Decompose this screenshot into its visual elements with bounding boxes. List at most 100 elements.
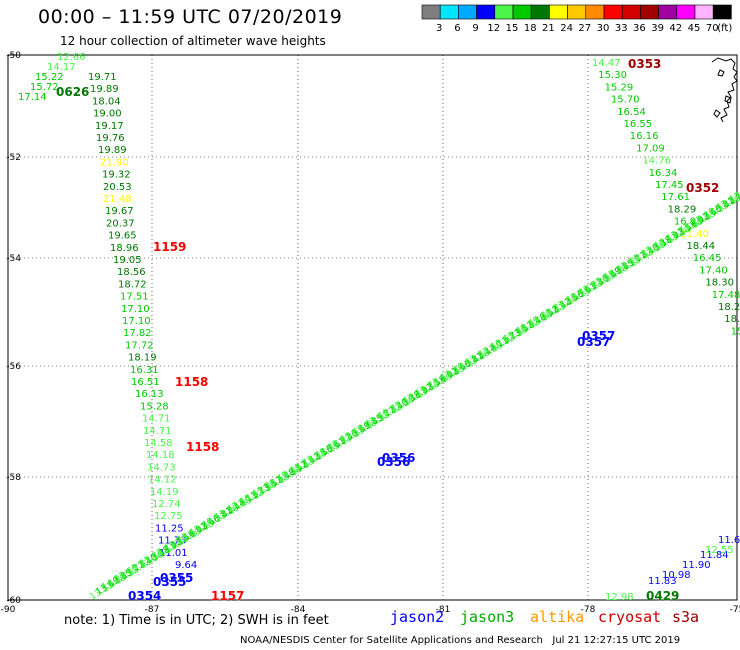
legend-tick-label: 70 bbox=[706, 23, 719, 34]
swh-value: 12.98 bbox=[605, 592, 634, 603]
time-label: 1158 bbox=[175, 375, 208, 389]
swh-value: 14.73 bbox=[147, 462, 176, 473]
time-label: 0357 bbox=[577, 335, 610, 349]
swh-value: 16.54 bbox=[617, 107, 646, 118]
legend-tick-label: 45 bbox=[688, 23, 701, 34]
swh-value: 11.25 bbox=[155, 523, 184, 534]
coastline bbox=[711, 57, 738, 123]
swh-value: 18.19 bbox=[128, 353, 157, 364]
swh-value: 14.19 bbox=[150, 487, 179, 498]
swh-value: 16.51 bbox=[131, 377, 160, 388]
legend-tick-label: 27 bbox=[578, 23, 591, 34]
swh-value: 14.47 bbox=[592, 58, 621, 69]
swh-value: 21.48 bbox=[103, 194, 132, 205]
lon-label: -75 bbox=[730, 605, 740, 615]
swh-value: 16.55 bbox=[624, 119, 653, 130]
swh-value: 17.48 bbox=[712, 290, 740, 301]
swh-value: 9.64 bbox=[175, 560, 197, 571]
legend-tick-label: 15 bbox=[506, 23, 519, 34]
swh-value: 12.75 bbox=[154, 511, 183, 522]
time-label: 0355 bbox=[153, 575, 186, 589]
swh-value: 15.22 bbox=[35, 72, 64, 83]
swh-value: 19.65 bbox=[108, 231, 137, 242]
swh-value: 20.37 bbox=[106, 218, 135, 229]
swh-value: 11.84 bbox=[700, 550, 729, 561]
time-label: 0356 bbox=[377, 455, 410, 469]
swh-value: 17.45 bbox=[655, 180, 684, 191]
swh-value: 15.30 bbox=[598, 70, 627, 81]
swh-value: 16.16 bbox=[630, 131, 659, 142]
swh-value: 19.00 bbox=[93, 109, 122, 120]
swh-value: 12.55 bbox=[705, 545, 734, 556]
time-label: 0429 bbox=[646, 589, 679, 603]
swh-value: 17.10 bbox=[122, 316, 151, 327]
legend-tick-label: 30 bbox=[597, 23, 610, 34]
swh-value: 14.58 bbox=[144, 438, 173, 449]
lat-label: -58 bbox=[6, 473, 21, 483]
swh-value: 20.53 bbox=[103, 182, 132, 193]
legend-tick-label: 3 bbox=[436, 23, 442, 34]
footer-note: note: 1) Time is in UTC; 2) SWH is in fe… bbox=[64, 613, 329, 628]
lon-label: -78 bbox=[581, 605, 596, 615]
time-label: 1158 bbox=[186, 440, 219, 454]
swh-value: 18.67 bbox=[724, 314, 740, 325]
swh-value: 15.29 bbox=[605, 82, 634, 93]
legend-tick-label: 42 bbox=[669, 23, 682, 34]
swh-value: 19.67 bbox=[105, 206, 134, 217]
swh-value: 17.51 bbox=[120, 292, 149, 303]
swh-value: 17.61 bbox=[661, 192, 690, 203]
swh-value: 17.72 bbox=[125, 340, 154, 351]
swh-value: 11.90 bbox=[682, 560, 711, 571]
lon-label: -90 bbox=[1, 605, 16, 615]
time-label: 0357 bbox=[582, 329, 615, 343]
swh-value: 18.30 bbox=[705, 278, 734, 289]
legend-unit: (ft) bbox=[717, 23, 732, 34]
legend-tick-label: 9 bbox=[472, 23, 478, 34]
swh-value: 17.40 bbox=[699, 265, 728, 276]
map-frame bbox=[7, 54, 738, 601]
swh-value: 16.45 bbox=[693, 253, 722, 264]
legend-swatch bbox=[712, 4, 732, 20]
swh-value: 18.72 bbox=[118, 279, 147, 290]
swh-value: 19.89 bbox=[90, 84, 119, 95]
legend-tick-label: 6 bbox=[454, 23, 460, 34]
swh-value: 12.66 bbox=[57, 52, 86, 63]
legend-tick-label: 24 bbox=[560, 23, 573, 34]
swh-value: 18.44 bbox=[687, 241, 716, 252]
satellite-label-cryosat: cryosat bbox=[598, 608, 662, 626]
swh-value: 17.82 bbox=[123, 328, 152, 339]
swh-value: 17.09 bbox=[636, 143, 665, 154]
legend-tick-label: 33 bbox=[615, 23, 628, 34]
swh-value: 19.05 bbox=[113, 255, 142, 266]
lon-label: -81 bbox=[436, 605, 451, 615]
swh-value: 11.01 bbox=[159, 548, 188, 559]
swh-value: 15.72 bbox=[30, 82, 59, 93]
swh-value: 16.93 bbox=[674, 217, 703, 228]
swh-value: 14.18 bbox=[146, 450, 175, 461]
swh-value: 21.40 bbox=[680, 229, 709, 240]
swh-value: 16.13 bbox=[135, 389, 164, 400]
satellite-label-altika: altika bbox=[530, 608, 585, 626]
legend-tick-label: 21 bbox=[542, 23, 555, 34]
time-label: 0353 bbox=[628, 57, 661, 71]
color-legend: 3 6 9 12 15 18 21 24 27 30 33 36 39 42 45 70(ft) bbox=[421, 4, 732, 34]
swh-value: 14.12 bbox=[148, 475, 177, 486]
page-subtitle: 12 hour collection of altimeter wave hei… bbox=[60, 34, 326, 48]
swh-value: 14.76 bbox=[642, 156, 671, 167]
time-label: 0355 bbox=[160, 571, 193, 585]
lon-label: -84 bbox=[291, 605, 306, 615]
swh-value: 17.14 bbox=[18, 92, 47, 103]
time-label: 0356 bbox=[382, 451, 415, 465]
swh-value: 16.31 bbox=[130, 365, 159, 376]
swh-value: 14.17 bbox=[47, 62, 76, 73]
swh-value: 15.70 bbox=[611, 95, 640, 106]
time-label: 0352 bbox=[686, 181, 719, 195]
swh-value: 11.73 bbox=[158, 536, 187, 547]
legend-tick-label: 36 bbox=[633, 23, 646, 34]
satellite-label-jason3: jason3 bbox=[460, 608, 515, 626]
swh-value: 14.11 bbox=[734, 181, 740, 203]
swh-value: 19.89 bbox=[98, 145, 127, 156]
swh-value: 14.71 bbox=[142, 414, 171, 425]
swh-value: 18.29 bbox=[668, 204, 697, 215]
